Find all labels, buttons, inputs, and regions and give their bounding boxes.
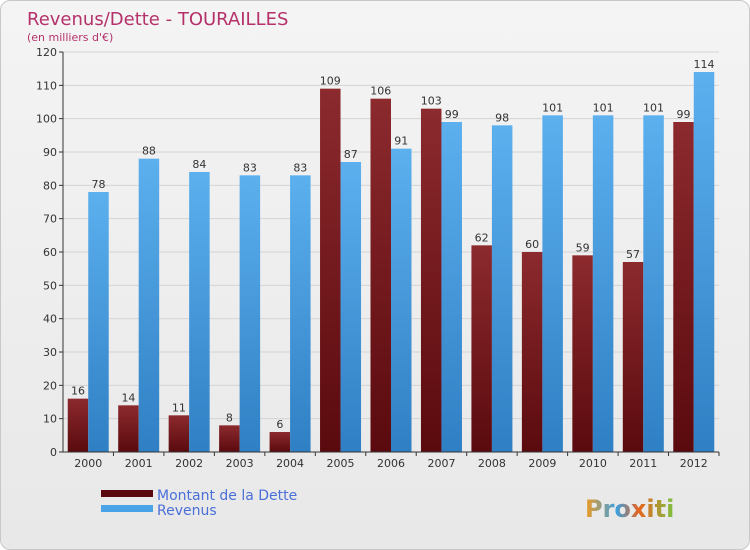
data-label: 98 (495, 111, 509, 124)
bar-debt (219, 425, 240, 452)
bar-revenue (340, 162, 362, 452)
data-label: 6 (276, 418, 283, 431)
chart-subtitle: (en milliers d'€) (27, 31, 113, 44)
bars (67, 72, 715, 453)
y-tick-label: 40 (43, 313, 57, 326)
legend-swatch-debt (101, 490, 153, 497)
data-label: 99 (677, 108, 691, 121)
bar-debt (320, 88, 341, 453)
data-label: 11 (172, 401, 186, 414)
data-label: 109 (320, 75, 341, 88)
x-tick-label: 2011 (629, 457, 657, 470)
bar-debt (420, 108, 442, 453)
data-label: 78 (91, 178, 105, 191)
bar-revenue (189, 172, 210, 452)
data-label: 84 (192, 158, 206, 171)
x-tick-label: 2003 (226, 457, 254, 470)
bar-revenue (643, 115, 664, 452)
data-label: 14 (121, 391, 135, 404)
x-tick-label: 2008 (478, 457, 506, 470)
data-label: 59 (576, 241, 590, 254)
bar-debt (67, 398, 89, 452)
proxiti-logo: Proxiti (585, 495, 674, 523)
x-tick-label: 2006 (377, 457, 405, 470)
data-label: 62 (475, 231, 489, 244)
bar-debt (370, 98, 391, 453)
y-tick-label: 60 (43, 246, 57, 259)
y-tick-label: 0 (50, 446, 57, 459)
bar-revenue (88, 192, 109, 452)
bar-revenue (693, 72, 715, 452)
data-label: 114 (694, 58, 715, 71)
y-tick-label: 50 (43, 279, 57, 292)
bar-debt (168, 415, 190, 452)
y-tick-label: 80 (43, 179, 57, 192)
data-label: 60 (525, 238, 539, 251)
data-label: 57 (626, 248, 640, 261)
bar-debt (521, 252, 543, 452)
y-tick-label: 30 (43, 346, 57, 359)
bar-debt (673, 122, 694, 452)
bar-revenue (441, 122, 462, 452)
bar-debt (471, 245, 492, 452)
x-tick-label: 2002 (175, 457, 203, 470)
bar-debt (118, 405, 139, 452)
bar-revenue (542, 115, 563, 452)
data-label: 101 (643, 101, 664, 114)
data-label: 8 (226, 411, 233, 424)
y-tick-label: 70 (43, 213, 57, 226)
x-tick-label: 2009 (528, 457, 556, 470)
x-tick-label: 2007 (427, 457, 455, 470)
x-tick-label: 2005 (327, 457, 355, 470)
legend: Montant de la Dette Revenus (101, 488, 297, 519)
chart-title: Revenus/Dette - TOURAILLES (27, 9, 288, 30)
bar-revenue (592, 115, 614, 452)
x-tick-label: 2012 (680, 457, 708, 470)
data-label: 83 (293, 161, 307, 174)
data-label: 16 (71, 385, 85, 398)
bar-debt (269, 432, 291, 452)
bar-debt (622, 262, 644, 452)
data-label: 88 (142, 145, 156, 158)
x-tick-label: 2000 (74, 457, 102, 470)
data-label: 103 (421, 95, 442, 108)
y-tick-label: 110 (36, 79, 57, 92)
bar-debt (572, 255, 593, 452)
x-tick-label: 2001 (125, 457, 153, 470)
data-label: 99 (445, 108, 459, 121)
bar-revenue (290, 175, 311, 453)
bar-revenue (239, 175, 261, 453)
bar-revenue (491, 125, 513, 452)
x-axis-ticks: 2000 2001 2002 2003 2004 2005 2006 2007 2008 2009… (74, 452, 720, 470)
data-label: 87 (344, 148, 358, 161)
x-tick-label: 2004 (276, 457, 304, 470)
x-tick-label: 2010 (579, 457, 607, 470)
y-tick-label: 120 (36, 46, 57, 59)
y-tick-label: 90 (43, 146, 57, 159)
y-tick-label: 100 (36, 113, 57, 126)
legend-label-debt: Montant de la Dette (157, 488, 297, 504)
legend-label-revenue: Revenus (157, 503, 217, 519)
bar-revenue (138, 158, 160, 452)
data-label: 106 (370, 85, 391, 98)
data-labels: 1678148811848836831098710691103996298601… (71, 58, 715, 431)
bar-revenue (391, 148, 412, 452)
data-label: 91 (394, 135, 408, 148)
legend-swatch-revenue (101, 505, 153, 512)
y-axis-ticks: 0 10 20 30 40 50 60 70 80 90 100 110 120 (36, 46, 63, 459)
y-tick-label: 10 (43, 413, 57, 426)
y-tick-label: 20 (43, 379, 57, 392)
data-label: 101 (542, 101, 563, 114)
data-label: 101 (593, 101, 614, 114)
data-label: 83 (243, 161, 257, 174)
